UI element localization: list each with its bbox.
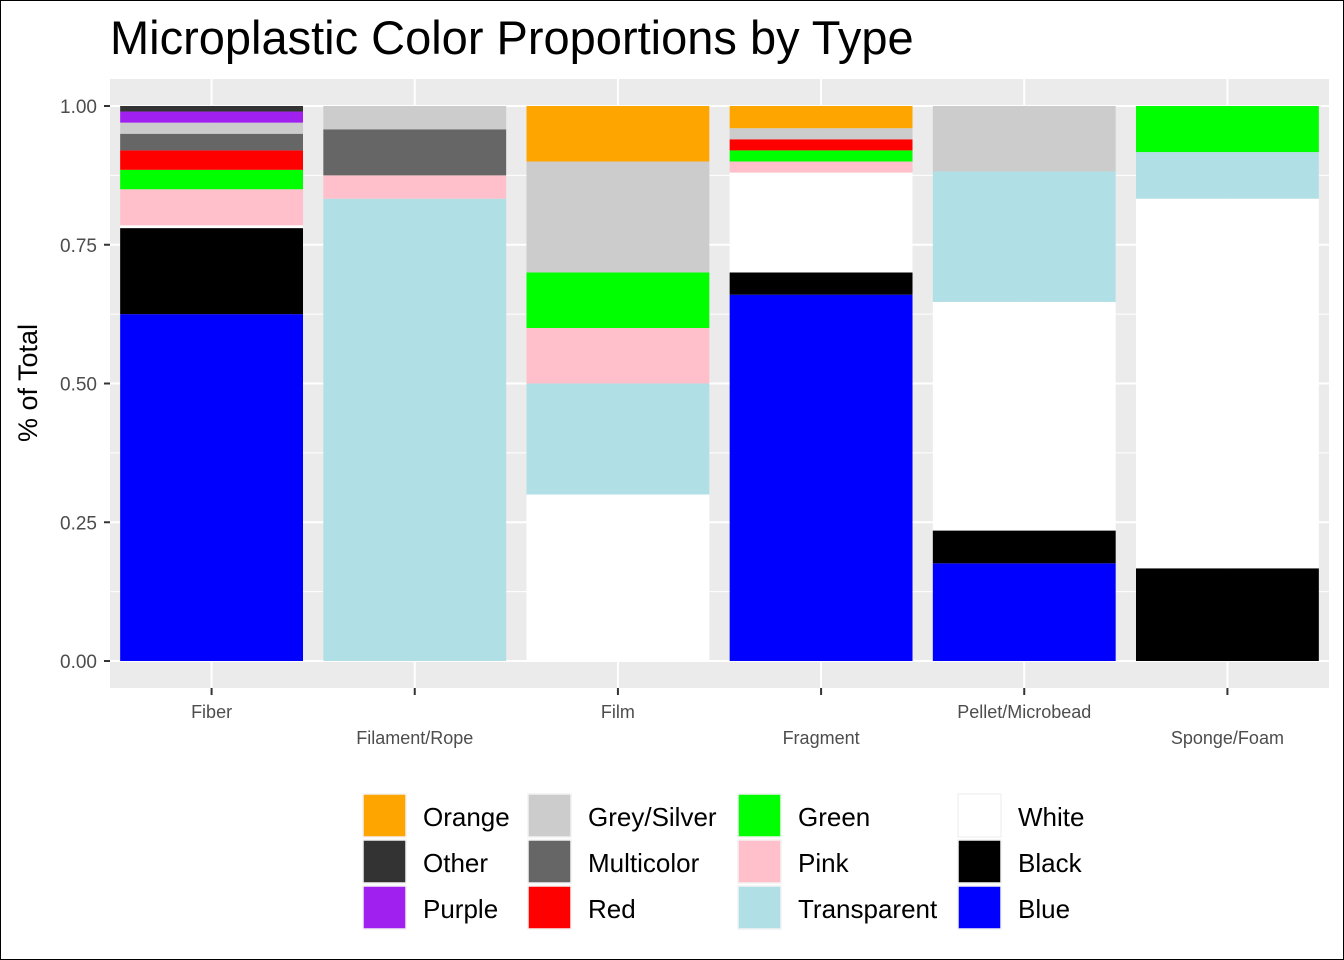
bar-segment-filament-rope-pink bbox=[323, 175, 507, 199]
legend-swatch bbox=[957, 885, 1002, 930]
legend-item-blue: Blue bbox=[957, 885, 1070, 930]
legend-label: Pink bbox=[798, 848, 850, 878]
bar-segment-sponge-foam-transparent bbox=[1135, 152, 1319, 199]
bar-segment-pellet-microbead-blue bbox=[932, 563, 1116, 661]
bar-segment-fragment-black bbox=[729, 272, 913, 295]
x-tick-label: Fragment bbox=[783, 728, 860, 748]
bar-segment-filament-rope-grey-silver bbox=[323, 106, 507, 130]
legend-item-multicolor: Multicolor bbox=[527, 839, 700, 884]
bar-segment-pellet-microbead-black bbox=[932, 530, 1116, 564]
bar-segment-filament-rope-multicolor bbox=[323, 129, 507, 176]
bar-segment-fiber-black bbox=[120, 228, 304, 315]
bar-segment-film-pink bbox=[526, 328, 710, 384]
bar-segment-fiber-pink bbox=[120, 189, 304, 226]
bar-segment-fiber-purple bbox=[120, 111, 304, 123]
legend-item-orange: Orange bbox=[362, 793, 510, 838]
legend-swatch bbox=[737, 793, 782, 838]
bar-segment-fiber-green bbox=[120, 169, 304, 190]
bar-stack-filament-rope bbox=[323, 106, 507, 661]
bar-stack-fragment bbox=[729, 106, 913, 661]
bar-segment-fragment-green bbox=[729, 150, 913, 162]
legend-label: Transparent bbox=[798, 894, 938, 924]
legend-swatch bbox=[737, 839, 782, 884]
legend-item-white: White bbox=[957, 793, 1084, 838]
x-axis: Fiber Filament/Rope Film Fragment Pellet/Mic… bbox=[191, 688, 1284, 748]
bar-segment-film-orange bbox=[526, 106, 710, 162]
x-tick-label: Film bbox=[601, 702, 635, 722]
legend-swatch bbox=[362, 793, 407, 838]
bar-segment-fiber-white bbox=[120, 225, 304, 229]
legend-swatch bbox=[957, 839, 1002, 884]
bar-segment-fragment-white bbox=[729, 172, 913, 273]
legend-item-red: Red bbox=[527, 885, 636, 930]
legend: Orange Other Purple Grey/Silver Multicolor Re… bbox=[362, 793, 1084, 930]
x-tick-label: Filament/Rope bbox=[356, 728, 473, 748]
legend-item-grey-silver: Grey/Silver bbox=[527, 793, 717, 838]
bar-segment-fragment-pink bbox=[729, 161, 913, 173]
bar-segment-sponge-foam-black bbox=[1135, 568, 1319, 661]
bar-segment-sponge-foam-green bbox=[1135, 106, 1319, 153]
legend-swatch bbox=[362, 885, 407, 930]
legend-item-green: Green bbox=[737, 793, 870, 838]
bar-segment-pellet-microbead-white bbox=[932, 301, 1116, 531]
legend-swatch bbox=[362, 839, 407, 884]
legend-item-other: Other bbox=[362, 839, 488, 884]
legend-label: Orange bbox=[423, 802, 510, 832]
bar-segment-filament-rope-transparent bbox=[323, 198, 507, 661]
legend-label: Green bbox=[798, 802, 870, 832]
y-tick-label: 0.00 bbox=[60, 652, 97, 673]
bar-segment-fragment-blue bbox=[729, 294, 913, 661]
bar-segment-fragment-orange bbox=[729, 106, 913, 129]
legend-item-black: Black bbox=[957, 839, 1083, 884]
bar-segment-pellet-microbead-transparent bbox=[932, 171, 1116, 302]
y-tick-label: 0.50 bbox=[60, 375, 97, 396]
bar-segment-fiber-other bbox=[120, 106, 304, 112]
legend-label: White bbox=[1018, 802, 1084, 832]
legend-label: Blue bbox=[1018, 894, 1070, 924]
chart-title: Microplastic Color Proportions by Type bbox=[110, 11, 914, 64]
legend-label: Red bbox=[588, 894, 636, 924]
bar-stacks bbox=[120, 106, 1319, 661]
y-axis: 0.00 0.25 0.50 0.75 1.00 bbox=[60, 97, 110, 673]
x-tick-label: Sponge/Foam bbox=[1171, 728, 1284, 748]
legend-swatch bbox=[527, 793, 572, 838]
bar-segment-pellet-microbead-grey-silver bbox=[932, 106, 1116, 172]
bar-stack-sponge-foam bbox=[1135, 106, 1319, 661]
bar-stack-film bbox=[526, 106, 710, 661]
y-tick-label: 1.00 bbox=[60, 97, 97, 118]
legend-swatch bbox=[737, 885, 782, 930]
legend-label: Grey/Silver bbox=[588, 802, 717, 832]
bar-segment-fiber-red bbox=[120, 150, 304, 170]
bar-segment-fiber-multicolor bbox=[120, 133, 304, 151]
x-tick-label: Fiber bbox=[191, 702, 232, 722]
bar-stack-fiber bbox=[120, 106, 304, 661]
legend-swatch bbox=[957, 793, 1002, 838]
y-tick-label: 0.75 bbox=[60, 236, 97, 257]
legend-label: Multicolor bbox=[588, 848, 700, 878]
bar-stack-pellet-microbead bbox=[932, 106, 1116, 661]
bar-segment-fiber-blue bbox=[120, 314, 304, 661]
legend-label: Purple bbox=[423, 894, 498, 924]
legend-item-transparent: Transparent bbox=[737, 885, 938, 930]
legend-swatch bbox=[527, 885, 572, 930]
legend-swatch bbox=[527, 839, 572, 884]
bar-segment-film-transparent bbox=[526, 383, 710, 495]
legend-item-purple: Purple bbox=[362, 885, 498, 930]
bar-segment-film-grey-silver bbox=[526, 161, 710, 273]
y-axis-label: % of Total bbox=[13, 324, 43, 442]
bar-segment-fragment-grey-silver bbox=[729, 128, 913, 140]
legend-label: Black bbox=[1018, 848, 1083, 878]
bar-segment-film-green bbox=[526, 272, 710, 328]
bar-segment-fragment-red bbox=[729, 139, 913, 151]
bar-segment-sponge-foam-white bbox=[1135, 198, 1319, 569]
bar-segment-film-white bbox=[526, 494, 710, 661]
legend-label: Other bbox=[423, 848, 488, 878]
legend-item-pink: Pink bbox=[737, 839, 850, 884]
x-tick-label: Pellet/Microbead bbox=[957, 702, 1091, 722]
bar-segment-fiber-grey-silver bbox=[120, 122, 304, 134]
y-tick-label: 0.25 bbox=[60, 513, 97, 534]
